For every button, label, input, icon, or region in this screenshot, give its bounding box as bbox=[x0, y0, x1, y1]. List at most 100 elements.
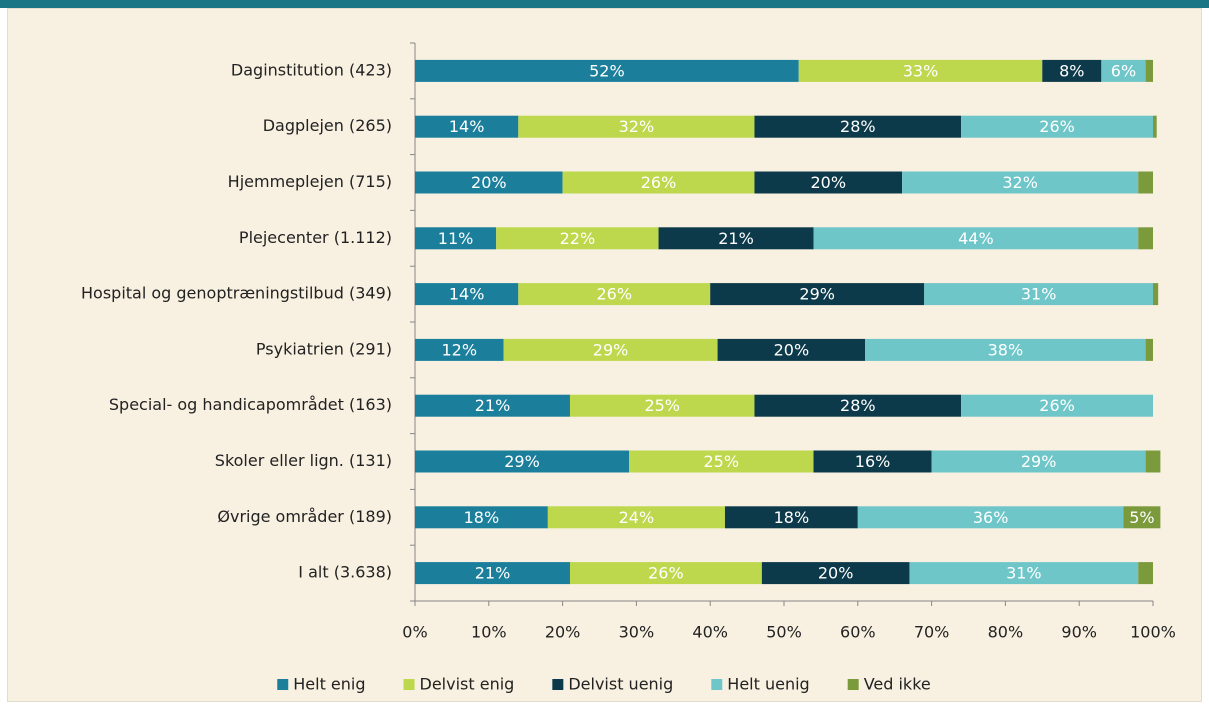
x-tick-label: 20% bbox=[545, 623, 581, 642]
value-label: 25% bbox=[644, 396, 680, 415]
value-label: 52% bbox=[589, 61, 625, 80]
value-label: 24% bbox=[619, 508, 655, 527]
category-label: Plejecenter (1.112) bbox=[239, 228, 392, 247]
value-label: 21% bbox=[718, 229, 754, 248]
legend-label: Helt uenig bbox=[727, 675, 809, 694]
value-label: 36% bbox=[973, 508, 1009, 527]
bar-segment bbox=[717, 338, 866, 361]
bar-segment bbox=[1138, 171, 1153, 194]
category-label: Hjemmeplejen (715) bbox=[228, 172, 392, 191]
value-label: 38% bbox=[988, 340, 1024, 359]
category-label: Daginstitution (423) bbox=[231, 60, 392, 79]
value-label: 32% bbox=[1002, 173, 1038, 192]
value-label: 26% bbox=[641, 173, 677, 192]
value-label: 12% bbox=[441, 340, 477, 359]
x-tick-label: 50% bbox=[766, 623, 802, 642]
x-tick-label: 40% bbox=[692, 623, 728, 642]
value-label: 14% bbox=[449, 285, 485, 304]
bar-segment bbox=[798, 59, 1043, 82]
bar-segment bbox=[1042, 59, 1102, 82]
bar-segment bbox=[1138, 562, 1153, 585]
value-label: 20% bbox=[818, 564, 854, 583]
value-label: 5% bbox=[1129, 508, 1154, 527]
value-label: 25% bbox=[703, 452, 739, 471]
category-label: Psykiatrien (291) bbox=[256, 339, 392, 358]
bar-segment bbox=[1145, 59, 1153, 82]
category-label: Dagplejen (265) bbox=[263, 116, 392, 135]
value-label: 18% bbox=[774, 508, 810, 527]
bar-segment bbox=[415, 227, 497, 250]
value-label: 22% bbox=[560, 229, 596, 248]
value-label: 32% bbox=[619, 117, 655, 136]
bar-segment bbox=[857, 506, 1124, 529]
bar-segment bbox=[415, 171, 563, 194]
bar-segment bbox=[754, 394, 962, 417]
value-label: 26% bbox=[648, 564, 684, 583]
value-label: 21% bbox=[475, 564, 511, 583]
bar-segment bbox=[754, 171, 903, 194]
bar-segment bbox=[761, 562, 910, 585]
legend-swatch bbox=[552, 679, 564, 690]
bar-segment bbox=[1145, 450, 1161, 473]
value-label: 8% bbox=[1059, 61, 1084, 80]
value-label: 20% bbox=[471, 173, 507, 192]
bar-segment bbox=[1123, 506, 1161, 529]
bar-segment bbox=[415, 394, 570, 417]
category-label: Special- og handicapområdet (163) bbox=[109, 395, 392, 414]
value-label: 28% bbox=[840, 396, 876, 415]
value-label: 29% bbox=[1021, 452, 1057, 471]
bar-segment bbox=[1153, 115, 1157, 138]
bar-segment bbox=[724, 506, 858, 529]
value-label: 26% bbox=[1039, 396, 1075, 415]
bar-segment bbox=[569, 562, 762, 585]
value-label: 31% bbox=[1021, 285, 1057, 304]
value-label: 16% bbox=[855, 452, 891, 471]
category-label: Øvrige områder (189) bbox=[217, 507, 392, 526]
bar-segment bbox=[924, 283, 1153, 306]
bar-segment bbox=[415, 59, 799, 82]
bar-segment bbox=[629, 450, 814, 473]
x-tick-label: 80% bbox=[988, 623, 1024, 642]
value-label: 26% bbox=[1039, 117, 1075, 136]
x-tick-label: 90% bbox=[1061, 623, 1097, 642]
value-label: 31% bbox=[1006, 564, 1042, 583]
bar-segment bbox=[569, 394, 755, 417]
value-label: 29% bbox=[799, 285, 835, 304]
bar-segment bbox=[415, 450, 630, 473]
legend-label: Delvist enig bbox=[420, 675, 515, 694]
bar-segment bbox=[415, 283, 519, 306]
legend-label: Delvist uenig bbox=[568, 675, 673, 694]
bar-segment bbox=[415, 115, 519, 138]
x-tick-label: 0% bbox=[402, 623, 427, 642]
value-label: 44% bbox=[958, 229, 994, 248]
bar-segment bbox=[518, 115, 755, 138]
category-label: I alt (3.638) bbox=[298, 563, 392, 582]
value-label: 18% bbox=[464, 508, 500, 527]
bar-segment bbox=[931, 450, 1146, 473]
x-tick-label: 60% bbox=[840, 623, 876, 642]
value-label: 11% bbox=[438, 229, 474, 248]
bar-segment bbox=[1101, 59, 1146, 82]
bar-segment bbox=[754, 115, 962, 138]
bar-segment bbox=[902, 171, 1139, 194]
value-label: 20% bbox=[774, 340, 810, 359]
value-label: 26% bbox=[596, 285, 632, 304]
bar-segment bbox=[813, 227, 1139, 250]
value-label: 14% bbox=[449, 117, 485, 136]
value-label: 29% bbox=[504, 452, 540, 471]
bar-segment bbox=[1138, 227, 1153, 250]
value-label: 33% bbox=[903, 61, 939, 80]
value-label: 20% bbox=[810, 173, 846, 192]
bar-segment bbox=[562, 171, 755, 194]
legend-label: Ved ikke bbox=[864, 675, 931, 694]
bar-segment bbox=[1153, 283, 1159, 306]
value-label: 21% bbox=[475, 396, 511, 415]
bar-segment bbox=[961, 115, 1153, 138]
x-tick-label: 30% bbox=[619, 623, 655, 642]
category-label: Skoler eller lign. (131) bbox=[215, 451, 392, 470]
bar-segment bbox=[518, 283, 711, 306]
x-tick-label: 70% bbox=[914, 623, 950, 642]
legend-swatch bbox=[847, 679, 859, 690]
